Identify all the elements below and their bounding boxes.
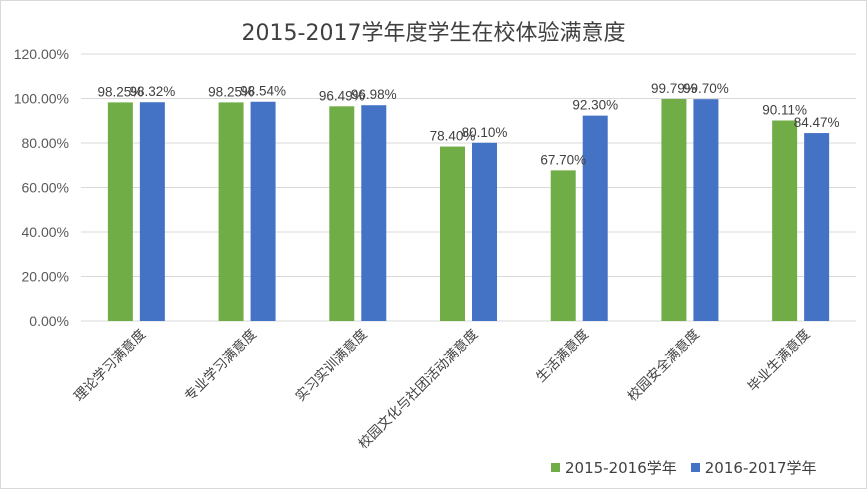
data-label: 96.98% xyxy=(351,87,397,102)
data-label: 99.79% xyxy=(651,81,697,96)
category-label: 校园安全满意度 xyxy=(624,326,703,405)
bar xyxy=(361,105,387,321)
bar xyxy=(250,101,276,321)
data-labels: 98.25%98.32% 98.25%98.54% 96.49%96.98%78.4… xyxy=(97,81,839,167)
y-tick-label: 100.00% xyxy=(14,91,69,107)
bar xyxy=(661,98,687,321)
bar xyxy=(804,133,830,321)
legend-item-series-1: 2015-2016学年 xyxy=(551,457,677,478)
data-label: 98.25% xyxy=(208,84,254,99)
category-label: 实习实训满意度 xyxy=(292,326,371,405)
bars xyxy=(107,98,830,321)
legend: 2015-2016学年 2016-2017学年 xyxy=(551,457,817,477)
category-label: 专业学习满意度 xyxy=(181,326,260,405)
data-label: 90.11% xyxy=(762,103,807,118)
data-label: 80.10% xyxy=(462,125,508,140)
y-tick-label: 40.00% xyxy=(22,224,69,240)
data-label: 98.54% xyxy=(240,84,286,99)
legend-item-series-2: 2016-2017学年 xyxy=(690,457,817,478)
data-label: 99.70% xyxy=(683,81,729,96)
bar xyxy=(107,102,133,321)
bar xyxy=(139,102,165,321)
data-label: 96.49% xyxy=(319,88,365,103)
category-label: 理论学习满意度 xyxy=(70,326,149,405)
data-label: 78.40% xyxy=(430,129,476,144)
data-label: 67.70% xyxy=(540,152,586,167)
legend-label-series-1: 2015-2016学年 xyxy=(565,458,677,477)
y-tick-label: 80.00% xyxy=(22,135,69,151)
category-label: 生活满意度 xyxy=(532,326,592,386)
category-label: 毕业生满意度 xyxy=(744,326,813,395)
legend-swatch-series-2 xyxy=(690,462,700,472)
legend-swatch-series-1 xyxy=(551,462,560,472)
bar xyxy=(772,120,798,321)
y-axis-ticks: 0.00% 20.00% 40.00% 60.00% 80.00% 100.00% 120.… xyxy=(14,46,69,329)
chart-title: 2015-2017学年度学生在校体验满意度 xyxy=(241,21,626,46)
gridlines xyxy=(81,53,856,322)
y-tick-label: 120.00% xyxy=(14,46,69,62)
bar xyxy=(472,142,497,321)
data-label: 98.25% xyxy=(97,84,143,99)
y-tick-label: 20.00% xyxy=(22,269,69,285)
y-tick-label: 0.00% xyxy=(29,313,69,329)
bar xyxy=(329,106,355,321)
data-label: 92.30% xyxy=(572,98,618,113)
data-label: 84.47% xyxy=(794,115,840,130)
category-label: 校园文化与社团活动满意度 xyxy=(355,326,482,453)
bar xyxy=(550,170,576,321)
y-tick-label: 60.00% xyxy=(22,180,69,196)
bar xyxy=(582,115,608,321)
legend-label-series-2: 2016-2017学年 xyxy=(704,458,817,477)
data-label: 98.32% xyxy=(129,84,175,99)
bar xyxy=(693,99,719,321)
bar xyxy=(218,102,244,321)
bar xyxy=(440,146,465,321)
